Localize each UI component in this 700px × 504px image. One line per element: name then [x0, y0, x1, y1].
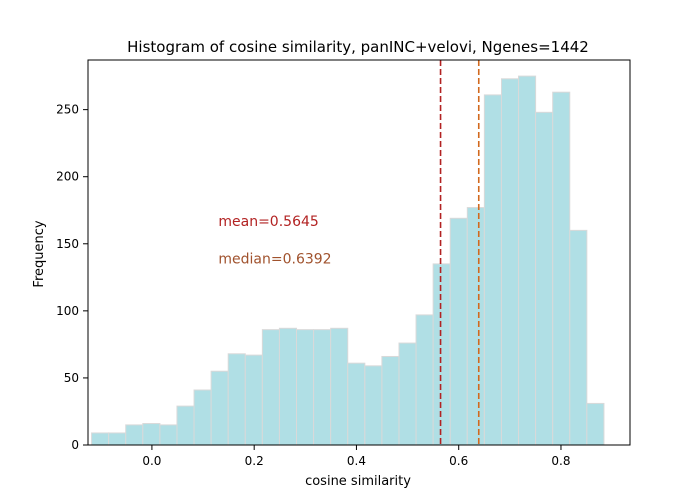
- y-tick-label: 250: [56, 103, 79, 117]
- y-axis-label: Frequency: [32, 220, 47, 287]
- histogram-bar: [586, 402, 605, 446]
- histogram-bar: [313, 329, 332, 446]
- x-tick-label: 0.6: [449, 454, 468, 468]
- histogram-bar: [552, 91, 571, 446]
- histogram-bar: [500, 78, 520, 446]
- x-axis-ticks: 0.0 0.2 0.4 0.6 0.8: [142, 445, 571, 468]
- histogram-bar: [125, 424, 144, 446]
- histogram-bar: [296, 329, 315, 446]
- histogram-bar: [449, 217, 468, 446]
- median-annotation: median=0.6392: [218, 252, 331, 268]
- reference-lines-layer: [439, 60, 480, 445]
- histogram-bar: [518, 75, 537, 446]
- annotations-layer: mean=0.5645 median=0.6392: [218, 214, 331, 268]
- histogram-bar: [227, 353, 246, 446]
- histogram-bar: [142, 423, 161, 446]
- x-axis-label: cosine similarity: [305, 474, 411, 489]
- histogram-bar: [108, 432, 127, 446]
- histogram-bar: [244, 354, 263, 446]
- bars-layer: [91, 75, 605, 446]
- histogram-bar: [159, 424, 178, 446]
- histogram-bar: [330, 327, 349, 446]
- x-tick-label: 0.0: [142, 454, 161, 468]
- y-axis-ticks: 0 50 100 150 200 250: [56, 103, 88, 452]
- y-tick-label: 100: [56, 304, 79, 318]
- histogram-bar: [278, 327, 298, 446]
- histogram-bar: [364, 365, 383, 446]
- x-tick-label: 0.8: [551, 454, 570, 468]
- histogram-bar: [415, 314, 434, 446]
- y-tick-label: 150: [56, 237, 79, 251]
- histogram-bar: [210, 370, 229, 446]
- y-tick-label: 50: [64, 371, 79, 385]
- histogram-bar: [347, 362, 366, 446]
- chart-title: Histogram of cosine similarity, panINC+v…: [127, 38, 589, 56]
- plot-area-frame: [87, 59, 631, 446]
- histogram-bar: [381, 355, 400, 446]
- histogram-bar: [466, 207, 485, 446]
- histogram-bar: [91, 432, 110, 446]
- histogram-bar: [432, 263, 451, 446]
- histogram-bar: [193, 389, 212, 446]
- histogram-bar: [176, 405, 195, 446]
- x-tick-label: 0.2: [245, 454, 264, 468]
- histogram-bar: [483, 94, 502, 446]
- y-tick-label: 0: [71, 438, 79, 452]
- histogram-bar: [569, 229, 588, 446]
- x-tick-label: 0.4: [347, 454, 366, 468]
- histogram-bar: [398, 342, 417, 446]
- y-tick-label: 200: [56, 170, 79, 184]
- histogram-bar: [261, 329, 280, 446]
- mean-annotation: mean=0.5645: [218, 214, 318, 230]
- histogram-bar: [535, 111, 554, 446]
